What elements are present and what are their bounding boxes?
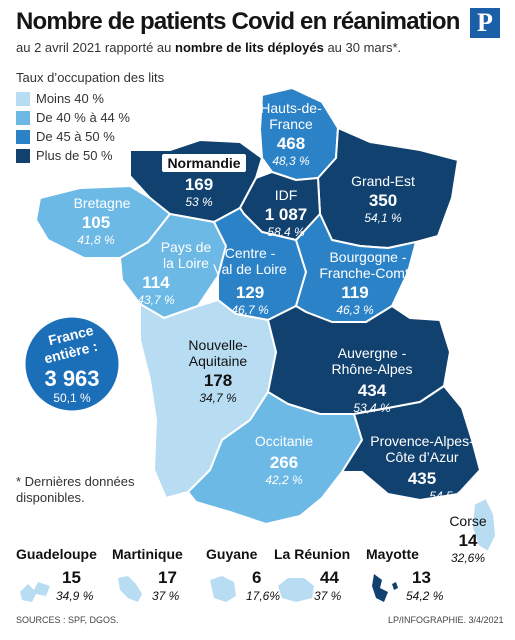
overseas-pct: 37 %: [314, 589, 341, 603]
overseas-name: Guyane: [206, 546, 257, 562]
region-label-auvergne-rhone-alpes-2: Rhône-Alpes: [332, 361, 413, 377]
region-pct-occitanie: 42,2 %: [265, 473, 303, 487]
region-label-nouvelle-aquitaine-1: Nouvelle-: [188, 337, 247, 353]
region-label-pays-de-la-loire-2: la Loire: [163, 255, 209, 271]
overseas-name: La Réunion: [274, 546, 350, 562]
legend-label: Moins 40 %: [36, 91, 104, 106]
region-value-bourgogne-franche-comte: 119: [341, 283, 368, 302]
region-pct-nouvelle-aquitaine: 34,7 %: [199, 391, 237, 405]
region-value-grand-est: 350: [369, 191, 397, 210]
guyane-shape-icon: [206, 570, 246, 606]
region-label-centre-val-de-loire-2: Val de Loire: [213, 261, 287, 277]
overseas-pct: 34,9 %: [56, 589, 93, 603]
legend-title: Taux d’occupation des lits: [16, 70, 164, 85]
legend-label: De 45 à 50 %: [36, 129, 115, 144]
region-pct-centre-val-de-loire: 46,7 %: [231, 303, 269, 317]
overseas-value: 13: [412, 568, 431, 588]
france-total-value: 3 963: [44, 366, 99, 391]
region-value-pays-de-la-loire: 114: [142, 273, 170, 292]
legend-item-gt50: Plus de 50 %: [16, 146, 164, 165]
region-value-occitanie: 266: [270, 453, 298, 472]
region-value-idf: 1 087: [265, 205, 308, 224]
region-pct-hauts-de-france: 48,3 %: [272, 154, 310, 168]
overseas-value: 6: [252, 568, 261, 588]
legend-swatch: [16, 130, 30, 144]
region-value-hauts-de-france: 468: [277, 134, 305, 153]
region-pct-paca: 54,5 %: [429, 489, 467, 503]
overseas-pct: 54,2 %: [406, 589, 443, 603]
region-pct-auvergne-rhone-alpes: 53,4 %: [353, 401, 391, 415]
la-reunion-shape-icon: [274, 570, 318, 606]
overseas-value: 15: [62, 568, 81, 588]
region-value-centre-val-de-loire: 129: [236, 283, 264, 302]
region-label-bourgogne-franche-comte-2: Franche-Comté: [319, 265, 416, 281]
overseas-value: 44: [320, 568, 339, 588]
overseas-mayotte: Mayotte 13 54,2 %: [366, 540, 461, 620]
overseas-name: Mayotte: [366, 546, 419, 562]
guadeloupe-shape-icon: [16, 570, 56, 606]
overseas-name: Martinique: [112, 546, 183, 562]
legend-swatch: [16, 111, 30, 125]
overseas-row: Guadeloupe 15 34,9 % Martinique 17 37 % …: [0, 540, 515, 620]
region-pct-grand-est: 54,1 %: [364, 211, 402, 225]
region-label-hauts-de-france-2: France: [269, 116, 313, 132]
publisher-logo: P: [470, 8, 500, 38]
credit: LP/INFOGRAPHIE. 3/4/2021: [388, 615, 504, 625]
region-label-normandie: Normandie: [167, 155, 240, 171]
overseas-la-reunion: La Réunion 44 37 %: [274, 540, 369, 620]
region-label-paca-2: Côte d’Azur: [385, 449, 458, 465]
region-value-bretagne: 105: [82, 213, 110, 232]
subtitle-bold: nombre de lits déployés: [175, 40, 324, 55]
region-pct-bourgogne-franche-comte: 46,3 %: [336, 303, 374, 317]
region-value-nouvelle-aquitaine: 178: [204, 371, 232, 390]
martinique-shape-icon: [112, 570, 152, 606]
region-label-nouvelle-aquitaine-2: Aquitaine: [189, 353, 248, 369]
mayotte-shape-icon: [366, 570, 406, 606]
overseas-value: 17: [158, 568, 177, 588]
legend-label: Plus de 50 %: [36, 148, 113, 163]
legend-item-lt40: Moins 40 %: [16, 89, 164, 108]
subtitle-part-2: au 30 mars*.: [324, 40, 401, 55]
france-total-pct: 50,1 %: [53, 391, 91, 405]
region-value-auvergne-rhone-alpes: 434: [358, 381, 387, 400]
page-subtitle: au 2 avril 2021 rapporté au nombre de li…: [16, 40, 401, 55]
region-label-bourgogne-franche-comte-1: Bourgogne -: [329, 249, 406, 265]
region-label-corse: Corse: [449, 513, 487, 529]
legend-swatch: [16, 92, 30, 106]
legend-item-40-44: De 40 % à 44 %: [16, 108, 164, 127]
legend-swatch: [16, 149, 30, 163]
sources: SOURCES : SPF, DGOS.: [16, 615, 119, 625]
region-label-grand-est: Grand-Est: [351, 173, 415, 189]
region-pct-bretagne: 41,8 %: [77, 233, 115, 247]
legend-label: De 40 % à 44 %: [36, 110, 130, 125]
region-value-paca: 435: [408, 469, 436, 488]
subtitle-part-1: au 2 avril 2021 rapporté au: [16, 40, 175, 55]
footnote: * Dernières données disponibles.: [16, 474, 136, 506]
region-value-normandie: 169: [185, 175, 213, 194]
region-label-bretagne: Bretagne: [74, 195, 131, 211]
region-label-idf: IDF: [275, 187, 298, 203]
page-title: Nombre de patients Covid en réanimation: [16, 8, 460, 36]
legend-item-45-50: De 45 à 50 %: [16, 127, 164, 146]
region-label-occitanie: Occitanie: [255, 433, 314, 449]
france-total-bubble: France entière : 3 963 50,1 %: [24, 316, 120, 412]
region-label-auvergne-rhone-alpes-1: Auvergne -: [338, 345, 407, 361]
legend: Taux d’occupation des lits Moins 40 % De…: [16, 70, 164, 165]
region-label-centre-val-de-loire-1: Centre -: [225, 245, 276, 261]
overseas-pct: 37 %: [152, 589, 179, 603]
overseas-name: Guadeloupe: [16, 546, 97, 562]
overseas-martinique: Martinique 17 37 %: [112, 540, 207, 620]
overseas-guadeloupe: Guadeloupe 15 34,9 %: [16, 540, 111, 620]
region-label-hauts-de-france-1: Hauts-de-: [260, 100, 322, 116]
region-pct-normandie: 53 %: [185, 195, 213, 209]
region-pct-pays-de-la-loire: 43,7 %: [137, 293, 175, 307]
region-pct-idf: 58,4 %: [267, 225, 305, 239]
region-label-paca-1: Provence-Alpes-: [370, 433, 474, 449]
region-label-pays-de-la-loire-1: Pays de: [161, 239, 212, 255]
